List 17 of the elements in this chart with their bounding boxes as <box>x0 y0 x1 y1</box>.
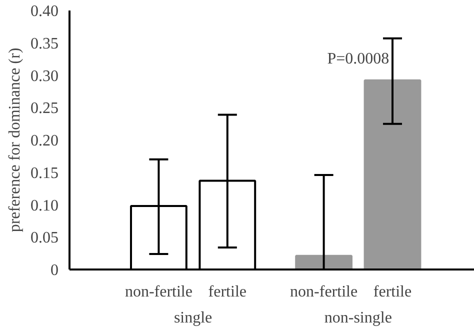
x-tick-label: fertile <box>208 284 247 300</box>
y-tick-label: 0.05 <box>30 230 58 247</box>
y-tick-label: 0 <box>50 262 58 279</box>
y-tick-label: 0.15 <box>30 164 58 182</box>
y-tick-label: 0.20 <box>30 132 58 150</box>
x-tick-label: fertile <box>373 284 412 300</box>
y-tick-label: 0.40 <box>30 3 58 20</box>
y-axis-title: preference for dominance (r) <box>6 48 24 232</box>
y-tick-label: 0.25 <box>30 100 58 118</box>
x-tick-label: non-fertile <box>124 284 192 300</box>
y-tick-label: 0.35 <box>30 35 58 52</box>
y-tick-label: 0.10 <box>30 197 58 214</box>
annotation: P=0.0008 <box>327 50 390 68</box>
text: non-single <box>324 310 392 326</box>
text: single <box>174 310 212 326</box>
x-tick-label: non-fertile <box>290 284 358 300</box>
y-tick-label: 0.30 <box>30 68 58 85</box>
